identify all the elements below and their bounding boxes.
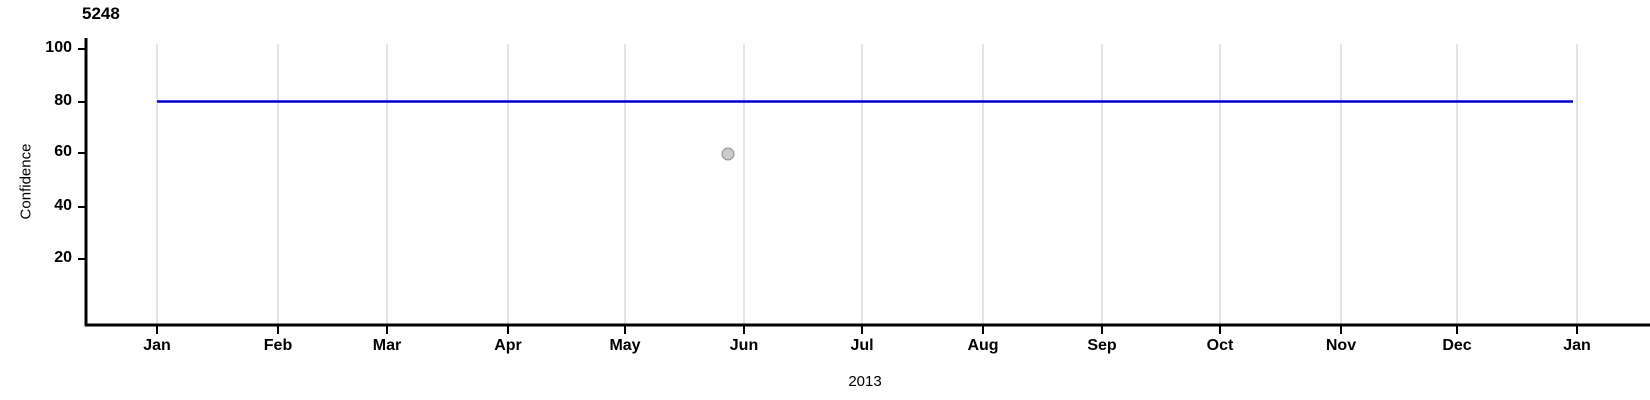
y-tick-label-100: 100 [45,39,72,56]
x-tick-label-mar-2: Mar [372,337,402,354]
x-tick-label-oct-9: Oct [1206,337,1234,354]
y-tick-label-20: 20 [54,249,72,266]
x-tick-label-jan-12: Jan [1563,337,1591,354]
x-tick-label-sep-8: Sep [1087,337,1117,354]
x-tick-label-feb-1: Feb [263,337,293,354]
x-tick-label-aug-7: Aug [967,337,999,354]
y-tick-label-80: 80 [54,92,72,109]
y-tick-label-40: 40 [54,197,72,214]
x-tick-label-jun-5: Jun [729,337,759,354]
data-points[interactable] [721,147,735,161]
x-axis-ticks [156,325,1578,334]
gridlines [156,44,1578,325]
x-tick-label-may-4: May [609,337,641,354]
x-tick-label-jul-6: Jul [850,337,874,354]
x-tick-label-apr-3: Apr [494,337,522,354]
x-tick-label-jan-0: Jan [143,337,171,354]
x-tick-label-dec-11: Dec [1442,337,1472,354]
x-axis-title: 2013 [848,373,882,390]
chart-title: 5248 [82,4,120,23]
y-axis-ticks [78,48,86,260]
axis-lines [84,38,1650,327]
y-tick-label-60: 60 [54,143,72,160]
x-tick-label-nov-10: Nov [1325,337,1357,354]
data-point-0[interactable] [722,148,734,160]
